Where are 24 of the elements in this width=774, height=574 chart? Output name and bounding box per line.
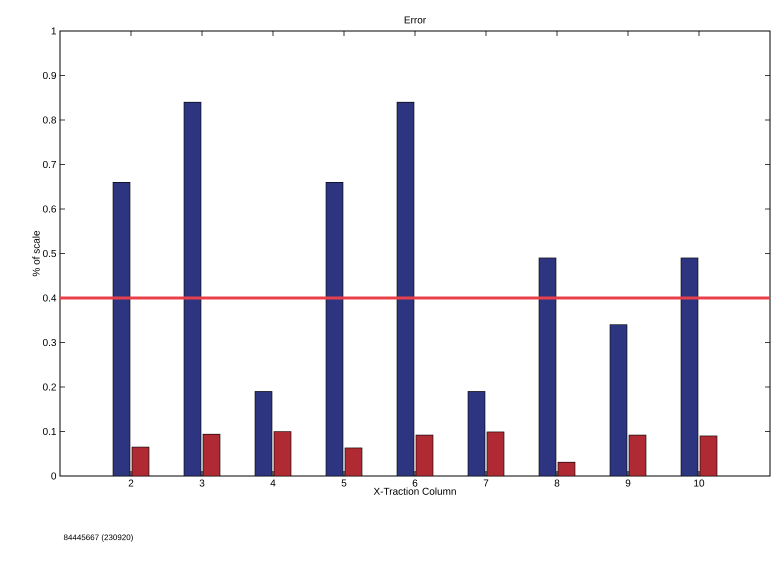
y-tick-label: 0.8 — [42, 116, 56, 124]
y-axis-title: % of scale — [32, 230, 40, 276]
x-tick-label: 7 — [484, 480, 488, 486]
y-tick-label: 0.7 — [42, 160, 56, 168]
x-tick-label: 8 — [554, 480, 560, 487]
x-tick-label: 3 — [200, 480, 204, 487]
y-tick-label: 0.6 — [42, 205, 56, 213]
y-tick-label: 0.3 — [42, 338, 56, 346]
x-tick-label: 2 — [128, 480, 134, 487]
y-tick-label: 0.2 — [42, 383, 56, 391]
y-tick-label: 0 — [51, 472, 56, 480]
x-axis-title: X-Traction Column — [374, 487, 456, 495]
y-tick-label: 1 — [52, 28, 56, 34]
y-tick-label: 0.5 — [42, 250, 56, 258]
x-tick-label: 9 — [626, 480, 630, 487]
x-tick-label: 4 — [270, 480, 276, 486]
x-tick-label: 10 — [694, 480, 704, 487]
x-tick-label: 6 — [412, 480, 418, 487]
chart-title: Error — [404, 16, 426, 24]
y-tick-label: 0.9 — [42, 72, 56, 80]
y-tick-label: 0.4 — [42, 294, 56, 302]
y-tick-label: 0.1 — [42, 428, 56, 436]
x-tick-label: 5 — [342, 480, 346, 487]
text: 84445667 (230920) — [64, 534, 133, 542]
